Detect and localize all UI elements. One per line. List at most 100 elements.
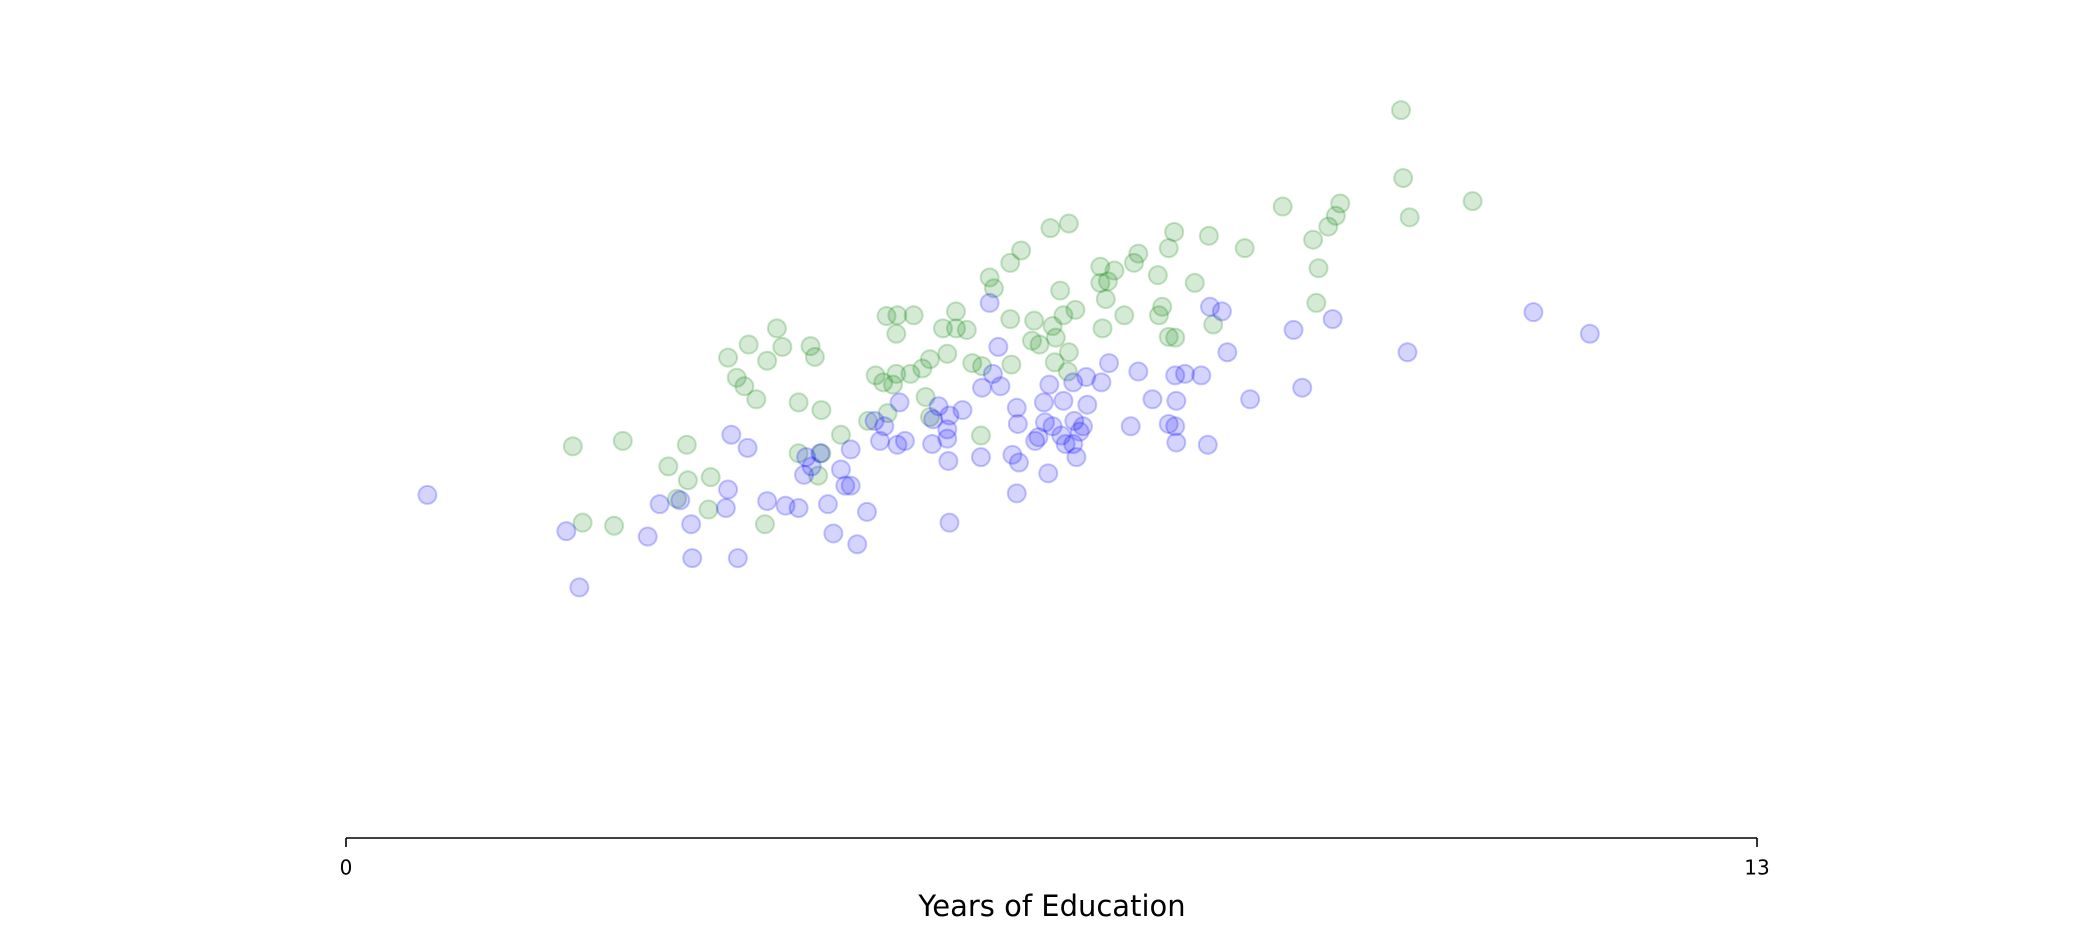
scatter-point [1142,389,1163,410]
scatter-point [840,475,861,496]
scatter-point [796,447,817,468]
scatter-point [766,318,787,339]
scatter-point [637,526,658,547]
scatter-point [979,267,1000,288]
scatter-point [1330,193,1351,214]
scatter-point [903,305,924,326]
scatter-point [1283,319,1304,340]
scatter-point [886,363,907,384]
scatter-point [788,498,809,519]
scatter-point [1064,410,1085,431]
scatter-point [1008,452,1029,473]
scatter-point [1217,342,1238,363]
scatter-point [569,577,590,598]
scatter-point [727,548,748,569]
scatter-point [894,430,915,451]
scatter-point [1197,434,1218,455]
scatter-point [754,514,775,535]
scatter-point [865,365,886,386]
scatter-point [1029,334,1050,355]
scatter-point [667,488,688,509]
scatter-point [970,425,991,446]
scatter-point [952,400,973,421]
scatter-point [856,501,877,522]
scatter-point [1021,330,1042,351]
scatter-point [1091,372,1112,393]
scatter-point [1104,260,1125,281]
scatter-point [738,334,759,355]
scatter-point [1325,205,1346,226]
scatter-point [676,434,697,455]
scatter-point [835,475,856,496]
scatter-point [858,410,879,431]
scatter-point [612,430,633,451]
scatter-point [757,491,778,512]
scatter-point [873,372,894,393]
scatter-point [804,346,825,367]
scatter-point [900,363,921,384]
scatter-point [604,515,625,536]
scatter-point [1072,416,1093,437]
scatter-point [915,386,936,407]
scatter-point [1292,377,1313,398]
scatter-point [746,389,767,410]
scatter-point [1053,305,1074,326]
scatter-point [698,499,719,520]
scatter-point [1240,389,1261,410]
scatter-point [877,403,898,424]
scatter-point [945,301,966,322]
scatter-point [1092,318,1113,339]
scatter-point [1076,366,1097,387]
scatter-point [788,392,809,413]
scatter-point [1001,354,1022,375]
scatter-point [715,498,736,519]
scatter-point [1002,444,1023,465]
scatter-point [1165,327,1186,348]
scatter-point [417,484,438,505]
scatter-point [734,376,755,397]
scatter-point [830,459,851,480]
scatter-point [1006,483,1027,504]
scatter-point [1234,238,1255,259]
scatter-point [876,306,897,327]
scatter-point [649,494,670,515]
scatter-point [1272,196,1293,217]
scatter-point [1011,240,1032,261]
scatter-point [1051,425,1072,446]
scatter-point [919,407,940,428]
scatter-point [847,534,868,555]
scatter-point [979,292,1000,313]
scatter-point [1462,191,1483,212]
scatter-point [794,464,815,485]
scatter-point [932,318,953,339]
scatter-point [1063,372,1084,393]
scatter-point [1322,309,1343,330]
scatter-point [788,443,809,464]
scatter-point [937,343,958,364]
scatter-point [1123,252,1144,273]
scatter-point [1040,218,1061,239]
scatter-point [983,278,1004,299]
scatter-point [830,424,851,445]
scatter-point [937,419,958,440]
scatter-point [1158,238,1179,259]
scatter-point [1199,296,1220,317]
scatter-point [840,439,861,460]
scatter-point [1038,463,1059,484]
scatter-point [937,428,958,449]
scatter-point [737,437,758,458]
scatter-point [562,436,583,457]
scatter-point [718,479,739,500]
scatter-point [939,512,960,533]
scatter-point [1025,430,1046,451]
scatter-point [823,523,844,544]
scatter-point [1198,225,1219,246]
x-tick-label: 0 [340,856,353,880]
scatter-point [1090,272,1111,293]
scatter-point [886,323,907,344]
scatter-point [1099,353,1120,374]
scatter-point [700,467,721,488]
scatter-point [1166,432,1187,453]
scatter-point [1128,243,1149,264]
scatter-point [1057,361,1078,382]
